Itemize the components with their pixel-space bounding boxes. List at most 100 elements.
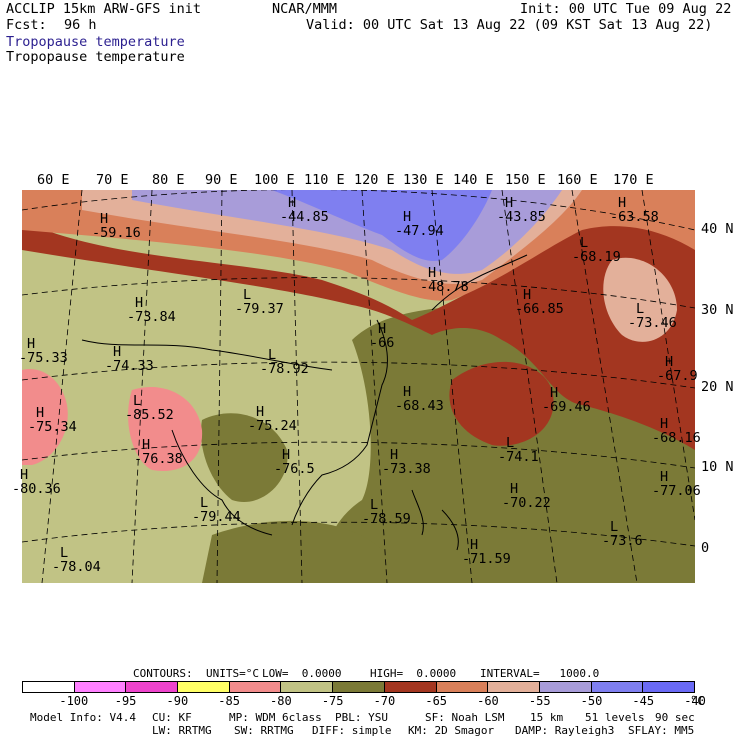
pressure-value: -68.16	[652, 430, 701, 446]
colorbar-swatch	[229, 682, 282, 692]
colorbar-swatch	[74, 682, 127, 692]
footer-cu: CU: KF	[152, 711, 192, 724]
colorbar-tick-label: -75	[321, 694, 344, 708]
pressure-value: -73.38	[382, 461, 431, 477]
model-title: ACCLIP 15km ARW-GFS init	[6, 1, 202, 17]
contour-fill-neg70	[202, 520, 382, 583]
footer-timestep: 90 sec	[655, 711, 695, 724]
pressure-value: -68.19	[572, 249, 621, 265]
lat-label: 30 N	[701, 302, 734, 318]
lat-label: 20 N	[701, 379, 734, 395]
pressure-value: -73.84	[127, 309, 176, 325]
footer-resolution: 15 km	[530, 711, 564, 724]
colorbar-swatch	[333, 682, 385, 692]
pressure-value: -75.24	[248, 418, 297, 434]
graticule	[22, 190, 695, 583]
pressure-value: -76.38	[134, 451, 183, 467]
high-marker: H	[470, 537, 479, 553]
valid-time: Valid: 00 UTC Sat 13 Aug 22 (09 KST Sat …	[306, 17, 713, 33]
lon-label: 70 E	[96, 172, 129, 188]
lon-label: 100 E	[254, 172, 295, 188]
colorbar-tick-label: -60	[477, 694, 499, 708]
footer-km: KM: 2D Smagor	[408, 724, 495, 737]
colorbar-swatch	[178, 682, 230, 692]
high-marker: H	[20, 467, 29, 483]
footer-mp: MP: WDM 6class	[229, 711, 322, 724]
pressure-value: -79.37	[235, 301, 284, 317]
lon-label: 110 E	[304, 172, 345, 188]
fcst-value: 96 h	[64, 17, 97, 33]
lon-label: 130 E	[403, 172, 444, 188]
colorbar-swatch	[643, 682, 694, 692]
contours-label: CONTOURS:	[133, 667, 193, 680]
high-marker: H	[113, 344, 122, 360]
lon-label: 170 E	[613, 172, 654, 188]
high-marker: H	[618, 195, 627, 211]
pressure-value: -66.85	[515, 301, 564, 317]
high-marker: H	[288, 195, 297, 211]
pressure-value: -66	[370, 335, 395, 351]
lon-label: 140 E	[453, 172, 494, 188]
pressure-value: -70.22	[502, 495, 551, 511]
pressure-value: -63.58	[610, 209, 659, 225]
colorbar-tick-label: -50	[580, 694, 603, 708]
pressure-value: -47.94	[395, 223, 444, 239]
contour-fill-neg55	[603, 257, 677, 342]
colorbar-swatch	[436, 682, 489, 692]
lat-label: 40 N	[701, 221, 734, 237]
coastlines	[81, 254, 528, 551]
contour-fill-neg70	[201, 413, 288, 502]
high-marker: H	[403, 384, 412, 400]
lon-label: 160 E	[557, 172, 598, 188]
tropopause-temperature-map	[22, 190, 695, 583]
high-marker: H	[505, 195, 514, 211]
high-marker: H	[100, 211, 109, 227]
low-marker: L	[610, 519, 619, 535]
colorbar-tick-label: -100	[59, 694, 89, 708]
lon-label: 90 E	[205, 172, 238, 188]
contour-fill-neg80	[128, 386, 203, 471]
contours-high: HIGH= 0.0000	[370, 667, 457, 680]
pressure-value: -73.46	[628, 315, 677, 331]
contour-fill-neg45	[272, 190, 492, 261]
init-time: Init: 00 UTC Tue 09 Aug 22	[520, 1, 732, 17]
low-marker: L	[243, 287, 252, 303]
low-marker: L	[580, 235, 589, 251]
colorbar-swatch	[281, 682, 334, 692]
lat-label: 10 N	[701, 459, 734, 475]
pressure-value: -67.9	[657, 368, 698, 384]
pressure-value: -75.33	[19, 350, 68, 366]
colorbar-tick-label: -65	[425, 694, 448, 708]
contours-low: LOW= 0.0000	[262, 667, 342, 680]
colorbar-swatch	[384, 682, 437, 692]
footer-lw: LW: RRTMG	[152, 724, 212, 737]
high-marker: H	[665, 354, 674, 370]
pressure-value: -71.59	[462, 551, 511, 567]
high-marker: H	[390, 447, 399, 463]
lon-label: 150 E	[505, 172, 546, 188]
pressure-value: -78.92	[260, 361, 309, 377]
high-marker: H	[378, 321, 387, 337]
high-marker: H	[135, 295, 144, 311]
footer-sf: SF: Noah LSM	[425, 711, 505, 724]
pressure-value: -76.5	[274, 461, 315, 477]
colorbar-tick-label: -70	[373, 694, 396, 708]
low-marker: L	[133, 393, 142, 409]
colorbar-swatch	[591, 682, 644, 692]
colorbar-swatch	[539, 682, 592, 692]
field-title-1: Tropopause temperature	[6, 34, 185, 50]
pressure-value: -74.33	[105, 358, 154, 374]
low-marker: L	[200, 495, 209, 511]
footer-diff: DIFF: simple	[312, 724, 392, 737]
pressure-value: -48.78	[420, 279, 469, 295]
pressure-value: -69.46	[542, 399, 591, 415]
footer-sw: SW: RRTMG	[234, 724, 294, 737]
colorbar-tick-label: -45	[632, 694, 655, 708]
footer-damp: DAMP: Rayleigh3	[515, 724, 615, 737]
pressure-value: -74.1	[498, 449, 539, 465]
footer-pbl: PBL: YSU	[335, 711, 388, 724]
pressure-value: -78.59	[362, 511, 411, 527]
colorbar-tick-label: -40	[684, 694, 706, 708]
colorbar-tick-label: -55	[528, 694, 551, 708]
high-marker: H	[36, 405, 45, 421]
